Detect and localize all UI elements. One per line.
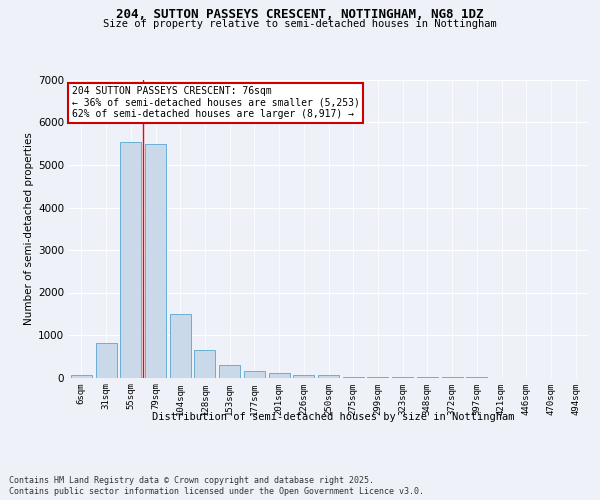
Bar — [244, 372, 265, 378]
Bar — [269, 373, 290, 378]
Text: Size of property relative to semi-detached houses in Nottingham: Size of property relative to semi-detach… — [103, 19, 497, 29]
Bar — [95, 343, 116, 378]
Text: Contains public sector information licensed under the Open Government Licence v3: Contains public sector information licen… — [9, 488, 424, 496]
Bar — [145, 144, 166, 378]
Text: Distribution of semi-detached houses by size in Nottingham: Distribution of semi-detached houses by … — [152, 412, 514, 422]
Bar — [194, 350, 215, 378]
Text: 204, SUTTON PASSEYS CRESCENT, NOTTINGHAM, NG8 1DZ: 204, SUTTON PASSEYS CRESCENT, NOTTINGHAM… — [116, 8, 484, 20]
Bar — [120, 142, 141, 378]
Bar — [71, 376, 92, 378]
Text: 204 SUTTON PASSEYS CRESCENT: 76sqm
← 36% of semi-detached houses are smaller (5,: 204 SUTTON PASSEYS CRESCENT: 76sqm ← 36%… — [71, 86, 359, 119]
Bar — [170, 314, 191, 378]
Bar — [318, 376, 339, 378]
Y-axis label: Number of semi-detached properties: Number of semi-detached properties — [24, 132, 34, 325]
Text: Contains HM Land Registry data © Crown copyright and database right 2025.: Contains HM Land Registry data © Crown c… — [9, 476, 374, 485]
Bar — [219, 365, 240, 378]
Bar — [293, 374, 314, 378]
